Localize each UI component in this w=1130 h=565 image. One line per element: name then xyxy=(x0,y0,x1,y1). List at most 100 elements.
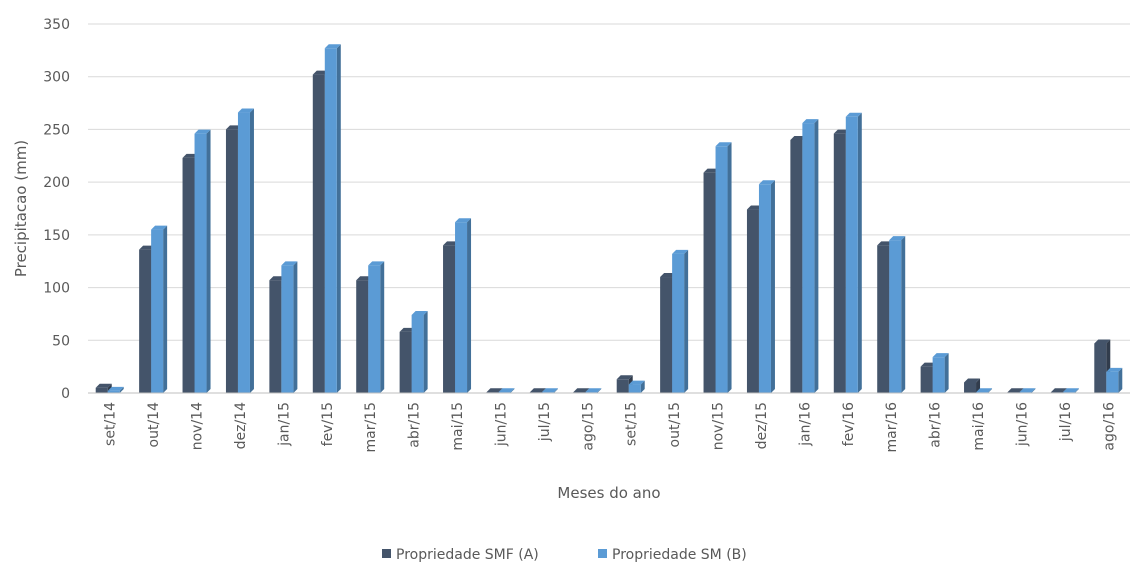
x-tick-label: jan/16 xyxy=(797,402,813,447)
bar-side xyxy=(119,386,124,393)
bar-top xyxy=(237,108,254,113)
bar-side xyxy=(640,380,645,393)
bar-front xyxy=(225,129,238,393)
x-tick-label: nov/15 xyxy=(711,402,727,450)
bar-front xyxy=(758,184,771,393)
bar-sm xyxy=(715,142,732,393)
bar-side xyxy=(770,180,775,393)
bar-top xyxy=(411,310,428,315)
bar-sm xyxy=(324,44,341,394)
y-tick-label: 200 xyxy=(43,175,70,191)
x-tick-label: ago/15 xyxy=(580,402,596,451)
x-tick-label: fev/15 xyxy=(320,402,336,446)
bar-front xyxy=(1094,343,1107,393)
bar-side xyxy=(988,388,993,393)
x-tick-label: set/14 xyxy=(103,402,119,446)
bar-sm xyxy=(237,108,254,393)
bar-top xyxy=(889,236,906,241)
bar-side xyxy=(423,310,428,393)
legend-label-sm: Propriedade SM (B) xyxy=(612,547,747,563)
y-tick-label: 0 xyxy=(61,386,70,402)
x-tick-label: mar/16 xyxy=(884,402,900,453)
x-tick-label: jun/15 xyxy=(493,402,509,447)
x-tick-label: set/15 xyxy=(624,402,640,446)
bar-front xyxy=(324,48,337,394)
x-axis-title: Meses do ano xyxy=(557,484,660,502)
legend-swatch-smf xyxy=(382,549,391,558)
y-tick-label: 300 xyxy=(43,70,70,86)
bar-sm xyxy=(455,218,472,393)
x-tick-label: fev/16 xyxy=(841,402,857,446)
x-tick-label: dez/14 xyxy=(233,402,249,449)
bar-sm xyxy=(758,180,775,393)
x-tick-label: mar/15 xyxy=(363,402,379,453)
bar-top xyxy=(486,388,503,393)
bar-front xyxy=(877,245,890,393)
bar-front xyxy=(672,253,685,393)
bar-front xyxy=(107,390,120,393)
x-tick-label: jan/15 xyxy=(276,402,292,447)
bar-sm xyxy=(889,236,906,393)
bar-side xyxy=(727,142,732,393)
bar-sm xyxy=(1106,367,1123,393)
bar-top xyxy=(802,119,819,124)
x-tick-label: out/14 xyxy=(146,402,162,448)
bar-top xyxy=(758,180,775,185)
y-tick-label: 150 xyxy=(43,228,70,244)
x-tick-label: nov/14 xyxy=(190,402,206,450)
x-tick-label: out/15 xyxy=(667,402,683,447)
bar-front xyxy=(95,387,108,393)
bar-front xyxy=(889,240,902,393)
x-tick-label: mai/16 xyxy=(971,402,987,451)
bar-top xyxy=(107,386,124,391)
bar-top xyxy=(845,112,862,117)
bar-top xyxy=(455,218,472,223)
bar-front xyxy=(139,249,152,393)
legend-label-smf: Propriedade SMF (A) xyxy=(396,547,539,563)
bar-side xyxy=(249,108,254,393)
y-tick-label: 350 xyxy=(43,17,70,33)
bar-sm xyxy=(411,310,428,393)
bar-top xyxy=(1094,339,1111,344)
bar-front xyxy=(237,112,250,393)
bar-top xyxy=(715,142,732,147)
bar-front xyxy=(281,265,294,393)
bar-front xyxy=(455,222,468,393)
legend-swatch-sm xyxy=(598,549,607,558)
x-tick-label: abr/16 xyxy=(928,402,944,448)
bar-side xyxy=(1074,388,1079,393)
bar-front xyxy=(269,280,282,393)
x-tick-label: dez/15 xyxy=(754,402,770,449)
bar-top xyxy=(498,388,515,393)
bar-front xyxy=(746,209,759,393)
bar-side xyxy=(857,112,862,393)
x-tick-label: ago/16 xyxy=(1101,402,1117,451)
y-tick-label: 50 xyxy=(52,333,70,349)
bar-sm xyxy=(194,129,211,393)
bar-side xyxy=(336,44,341,394)
bar-front xyxy=(616,379,629,393)
bar-smf xyxy=(1094,339,1111,393)
bar-side xyxy=(944,353,949,393)
bar-front xyxy=(920,366,933,393)
bar-sm xyxy=(368,261,385,393)
bar-sm xyxy=(932,353,949,393)
bar-top xyxy=(585,388,602,393)
y-tick-label: 250 xyxy=(43,122,70,138)
bar-sm xyxy=(672,249,689,393)
bar-top xyxy=(281,261,298,266)
bar-sm xyxy=(151,225,168,393)
bar-front xyxy=(182,157,195,393)
bar-front xyxy=(443,245,456,393)
bar-side xyxy=(597,388,602,393)
bar-side xyxy=(163,225,168,393)
bar-side xyxy=(293,261,298,393)
bar-top xyxy=(573,388,590,393)
bar-side xyxy=(510,388,515,393)
bar-front xyxy=(790,139,803,393)
bar-front xyxy=(1106,371,1119,393)
y-axis-title: Precipitacao (mm) xyxy=(12,140,30,277)
y-tick-labels: 0 50 100 150 200 250 300 350 xyxy=(43,17,70,402)
bar-sm xyxy=(281,261,298,393)
bar-front xyxy=(411,314,424,393)
